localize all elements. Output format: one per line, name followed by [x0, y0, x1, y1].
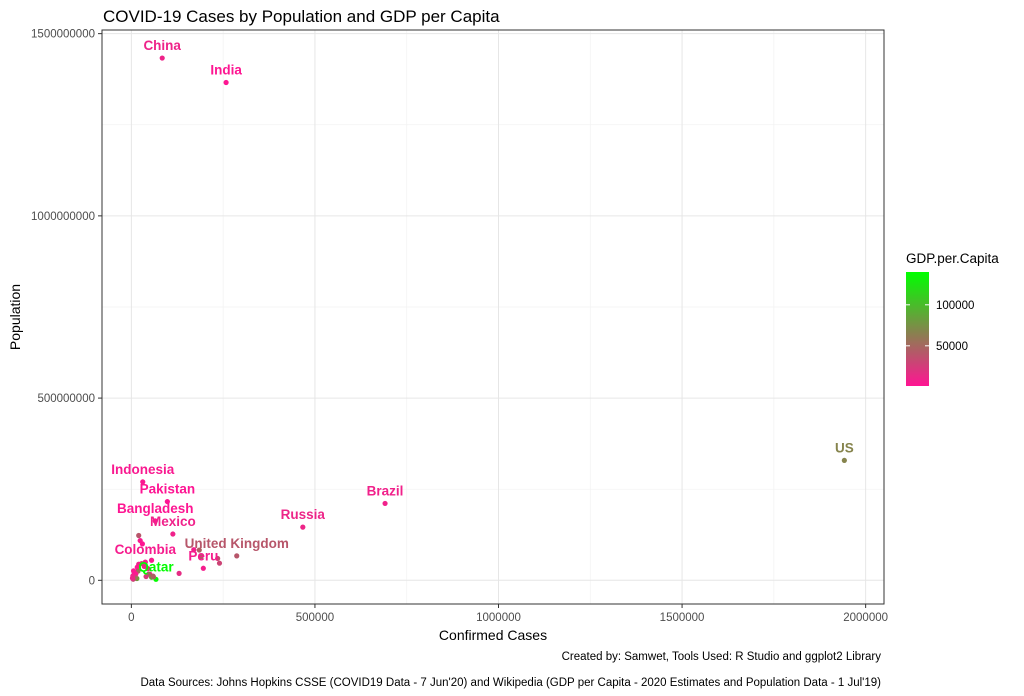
data-point — [196, 547, 202, 553]
credit-caption: Created by: Samwet, Tools Used: R Studio… — [562, 651, 882, 663]
legend-ticks: 50000 100000 — [906, 300, 974, 353]
data-point — [191, 547, 197, 553]
y-axis-title: Population — [7, 284, 23, 350]
data-point — [176, 570, 182, 576]
point-label: Russia — [281, 507, 326, 522]
grid — [102, 30, 884, 604]
data-point — [234, 553, 240, 559]
x-tick-label: 0 — [128, 612, 134, 624]
color-legend: GDP.per.Capita 50000 100000 — [906, 251, 999, 386]
y-tick-label: 500000000 — [37, 393, 95, 405]
data-point — [150, 573, 156, 579]
data-point — [198, 554, 204, 560]
data-point — [137, 537, 143, 544]
data-point — [382, 500, 388, 507]
point-label: Colombia — [115, 542, 177, 557]
data-point — [134, 564, 140, 570]
data-point — [215, 555, 221, 562]
data-point — [148, 557, 155, 563]
chart-title: COVID-19 Cases by Population and GDP per… — [103, 7, 500, 26]
legend-tick-label: 50000 — [936, 341, 968, 353]
sources-caption: Data Sources: Johns Hopkins CSSE (COVID1… — [140, 677, 881, 689]
point-label: Brazil — [367, 483, 404, 498]
point-labels: China India US Brazil Russia Indonesia Pakista… — [111, 38, 853, 574]
data-point — [300, 524, 306, 530]
legend-colorbar — [906, 272, 929, 386]
x-axis-title: Confirmed Cases — [439, 627, 547, 643]
point-label: Indonesia — [111, 462, 175, 477]
data-point — [152, 518, 158, 524]
data-point — [136, 532, 142, 539]
x-tick-label: 1000000 — [476, 612, 521, 624]
data-point — [129, 575, 136, 581]
y-tick-label: 0 — [89, 575, 95, 587]
point-label: Peru — [188, 548, 218, 563]
y-tick-label: 1000000000 — [31, 211, 95, 223]
plot-panel-border — [101, 29, 885, 605]
data-point — [130, 568, 137, 574]
y-tick-label: 1500000000 — [31, 29, 95, 41]
data-point — [841, 457, 847, 464]
data-point — [223, 79, 229, 86]
x-tick-label: 1500000 — [660, 612, 705, 624]
point-label: US — [835, 440, 854, 455]
data-point — [200, 565, 206, 571]
point-label: United Kingdom — [185, 536, 289, 551]
axis-ticks: 0 500000 1000000 1500000 2000000 0 500000000 10… — [31, 29, 888, 624]
point-label: Bangladesh — [117, 501, 194, 516]
data-point — [159, 55, 165, 61]
data-point — [140, 479, 146, 485]
x-tick-label: 500000 — [296, 612, 334, 624]
data-point — [143, 573, 149, 580]
point-label: Pakistan — [140, 482, 196, 497]
data-point — [216, 560, 223, 566]
point-label: Qatar — [138, 559, 174, 574]
point-label: China — [143, 38, 181, 53]
data-point — [170, 531, 176, 537]
x-tick-label: 2000000 — [843, 612, 888, 624]
legend-title: GDP.per.Capita — [906, 251, 999, 266]
data-points — [129, 55, 847, 582]
legend-tick-label: 100000 — [936, 300, 974, 312]
point-label: Mexico — [150, 514, 196, 529]
point-label: India — [210, 62, 242, 77]
data-point — [164, 498, 170, 505]
